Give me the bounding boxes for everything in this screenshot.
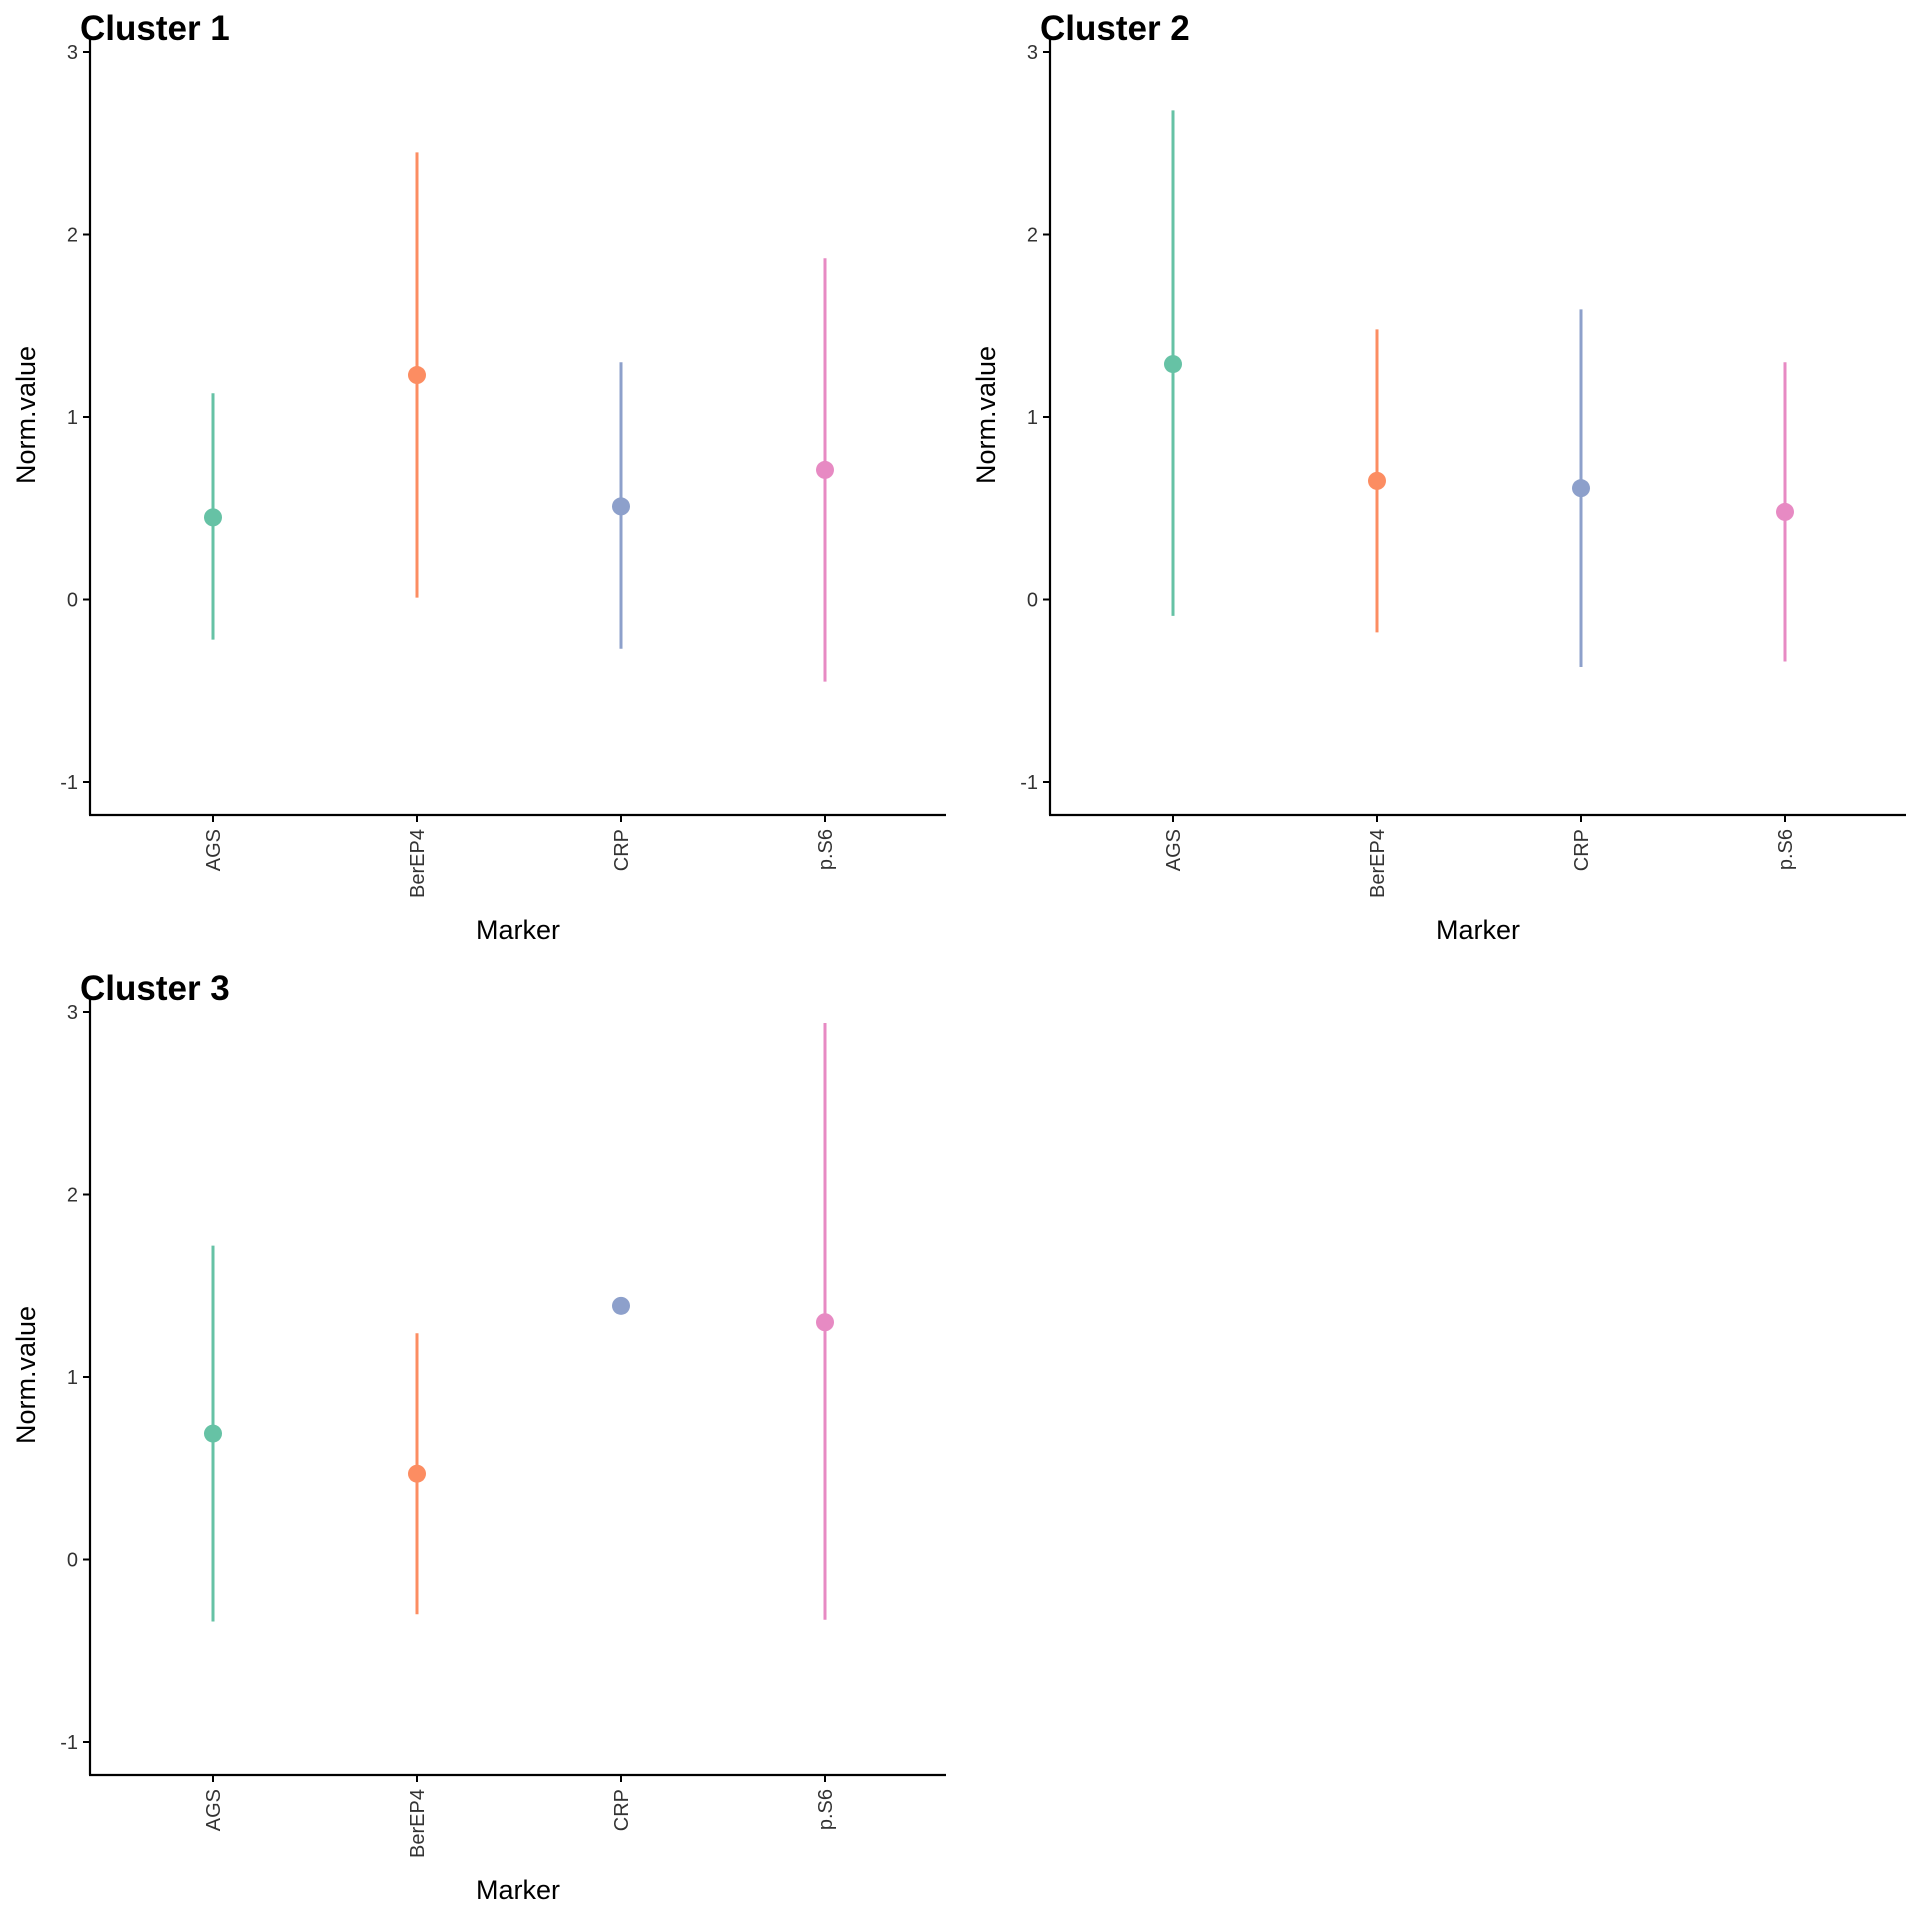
point-crp	[612, 1296, 630, 1315]
y-tick-label: -1	[1020, 772, 1038, 794]
x-tick-label: AGS	[203, 829, 225, 871]
point-p-s6	[816, 1313, 834, 1332]
x-axis-title: Marker	[1436, 915, 1520, 945]
cluster-3-panel: Cluster 3 -1 0 1 2 3 AGS BerEP4 CRP p.S6 Marker Nor…	[11, 969, 946, 1905]
cluster-1-panel: Cluster 1 -1 0 1 2 3 AGS BerEP4 CRP p.S6 Marker Nor…	[11, 9, 946, 945]
point-crp	[612, 497, 630, 516]
y-tick-label: 2	[67, 225, 78, 247]
panel-title: Cluster 3	[80, 969, 230, 1008]
x-tick-label: CRP	[611, 829, 633, 871]
panel-title: Cluster 2	[1040, 9, 1190, 48]
point-p-s6	[1776, 502, 1794, 521]
y-axis-title: Norm.value	[11, 346, 41, 484]
y-tick-label: 0	[67, 590, 78, 612]
x-tick-label: BerEP4	[407, 1789, 429, 1858]
y-axis-title: Norm.value	[11, 1306, 41, 1444]
y-tick-label: 0	[67, 1550, 78, 1572]
point-berep4	[1368, 471, 1386, 490]
y-tick-label: 2	[67, 1185, 78, 1207]
x-tick-label: p.S6	[815, 829, 837, 870]
y-tick-label: -1	[60, 772, 78, 794]
panel-title: Cluster 1	[80, 9, 230, 48]
x-tick-label: p.S6	[815, 1789, 837, 1830]
y-tick-label: 3	[67, 1002, 78, 1024]
x-tick-label: CRP	[1571, 829, 1593, 871]
y-tick-label: 2	[1027, 225, 1038, 247]
point-ags	[1164, 355, 1182, 374]
point-berep4	[408, 366, 426, 385]
y-tick-label: -1	[60, 1732, 78, 1754]
x-tick-label: AGS	[203, 1789, 225, 1831]
y-tick-label: 1	[67, 1367, 78, 1389]
point-p-s6	[816, 460, 834, 479]
x-tick-label: CRP	[611, 1789, 633, 1831]
y-tick-label: 3	[1027, 42, 1038, 64]
y-tick-label: 1	[67, 407, 78, 429]
x-axis-title: Marker	[476, 1875, 560, 1905]
point-crp	[1572, 479, 1590, 498]
y-axis-title: Norm.value	[971, 346, 1001, 484]
cluster-2-panel: Cluster 2 -1 0 1 2 3 AGS BerEP4 CRP p.S6 Marker Nor…	[971, 9, 1906, 945]
y-tick-label: 1	[1027, 407, 1038, 429]
y-tick-label: 0	[1027, 590, 1038, 612]
x-tick-label: AGS	[1163, 829, 1185, 871]
x-tick-label: BerEP4	[1367, 829, 1389, 898]
x-axis-title: Marker	[476, 915, 560, 945]
x-tick-label: BerEP4	[407, 829, 429, 898]
point-berep4	[408, 1464, 426, 1483]
y-tick-label: 3	[67, 42, 78, 64]
point-ags	[204, 508, 222, 527]
x-tick-label: p.S6	[1775, 829, 1797, 870]
point-ags	[204, 1424, 222, 1443]
